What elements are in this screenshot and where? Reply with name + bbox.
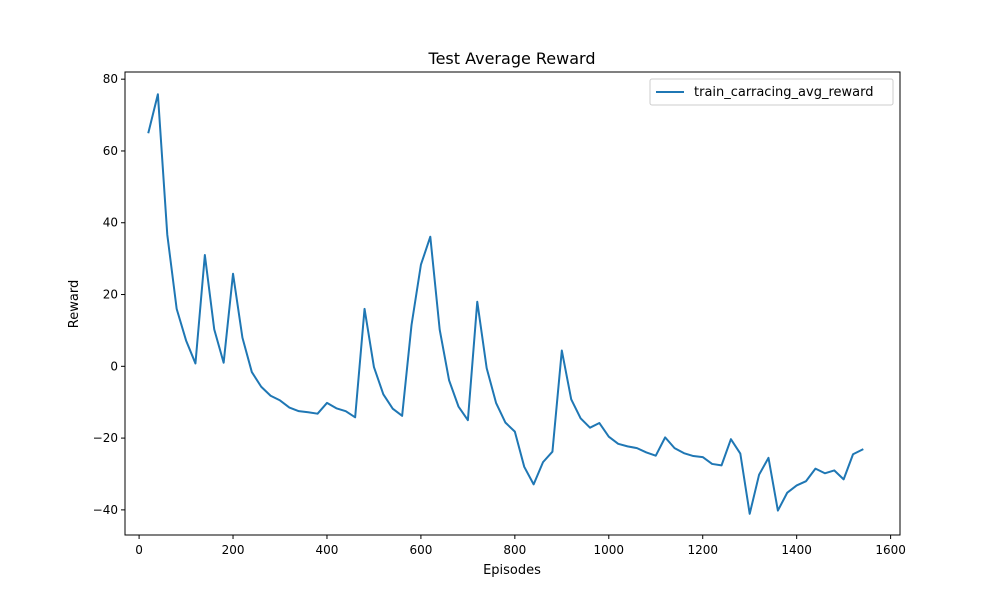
x-tick-label: 200 bbox=[222, 543, 245, 557]
legend: train_carracing_avg_reward bbox=[649, 78, 894, 106]
x-axis-label: Episodes bbox=[483, 563, 541, 578]
y-tick-label: −40 bbox=[93, 503, 118, 517]
y-tick-label: 40 bbox=[103, 216, 118, 230]
y-tick-label: 20 bbox=[103, 288, 118, 302]
y-tick-label: 0 bbox=[110, 359, 118, 373]
series-line-0 bbox=[147, 93, 864, 515]
x-tick-label: 1000 bbox=[594, 543, 625, 557]
y-tick-label: 80 bbox=[103, 72, 118, 86]
x-axis: 0 200 400 600 800 1000 1200 1400 1600 bbox=[135, 535, 906, 557]
x-tick-label: 600 bbox=[409, 543, 432, 557]
x-tick-label: 400 bbox=[316, 543, 339, 557]
legend-box bbox=[649, 78, 894, 106]
chart-title: Test Average Reward bbox=[428, 49, 596, 68]
x-tick-label: 1200 bbox=[687, 543, 718, 557]
y-tick-label: −20 bbox=[93, 431, 118, 445]
x-tick-label: 1600 bbox=[875, 543, 906, 557]
plot-area bbox=[147, 93, 864, 515]
plot-frame bbox=[124, 71, 901, 536]
x-tick-label: 800 bbox=[503, 543, 526, 557]
legend-label: train_carracing_avg_reward bbox=[694, 85, 874, 100]
y-axis: −40 −20 0 20 40 60 80 bbox=[93, 72, 125, 517]
y-axis-label: Reward bbox=[67, 280, 82, 328]
y-tick-label: 60 bbox=[103, 144, 118, 158]
x-tick-label: 1400 bbox=[781, 543, 812, 557]
x-tick-label: 0 bbox=[135, 543, 143, 557]
